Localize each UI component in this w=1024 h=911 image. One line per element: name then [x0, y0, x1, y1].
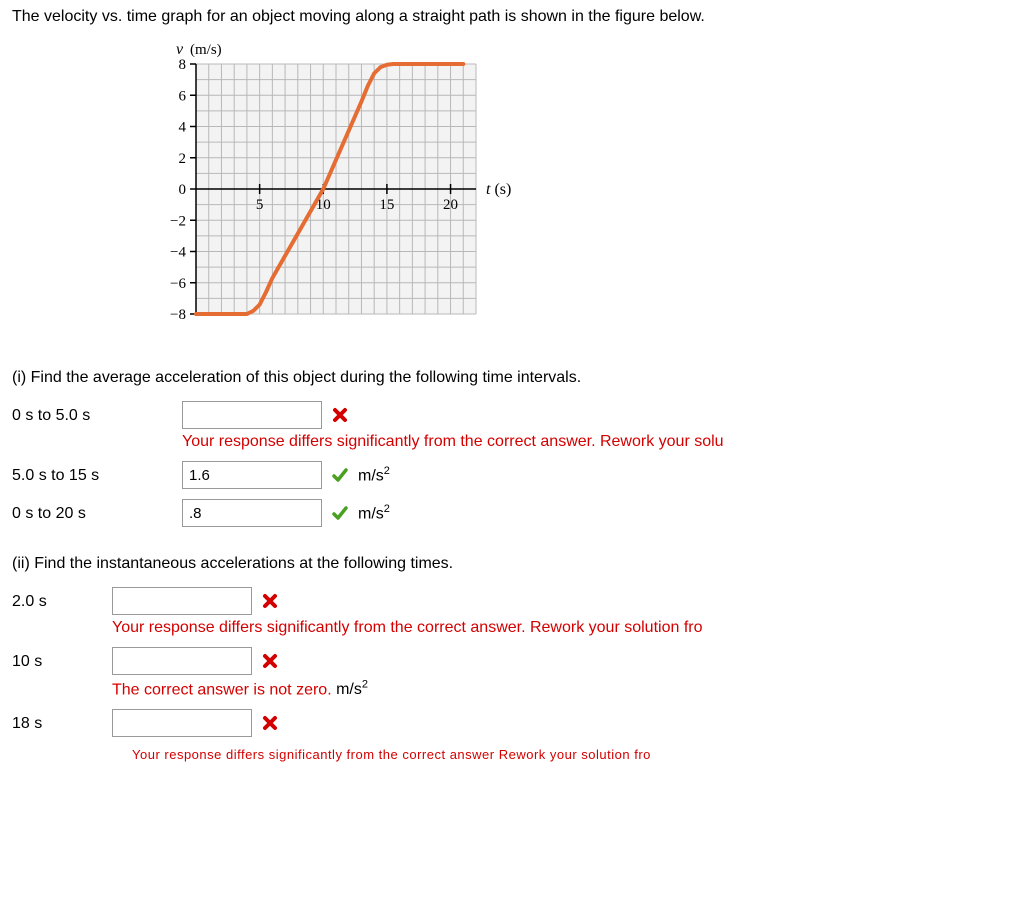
unit-label: m/s2: [358, 465, 390, 485]
svg-text:v: v: [176, 41, 184, 58]
interval-label: 10 s: [12, 647, 112, 671]
interval-label: 0 s to 20 s: [12, 499, 182, 523]
part-ii-prompt: (ii) Find the instantaneous acceleration…: [12, 555, 1012, 573]
answer-row: 0 s to 5.0 s Your response differs signi…: [12, 401, 1012, 451]
svg-text:0: 0: [179, 182, 187, 198]
svg-text:−6: −6: [170, 276, 186, 292]
wrong-icon: [262, 653, 278, 669]
answer-row: 10 s The correct answer is not zero. m/s…: [12, 647, 1012, 699]
correct-icon: [332, 467, 348, 483]
velocity-time-graph: 86420−2−4−6−85101520v (m/s)t (s): [132, 34, 1012, 349]
feedback-text: Your response differs significantly from…: [182, 433, 1012, 451]
svg-text:2: 2: [179, 151, 187, 167]
interval-label: 18 s: [12, 709, 112, 733]
answer-input[interactable]: [182, 499, 322, 527]
wrong-icon: [262, 593, 278, 609]
svg-text:−8: −8: [170, 307, 186, 323]
answer-row: 0 s to 20 s m/s2: [12, 499, 1012, 527]
answer-input[interactable]: [182, 461, 322, 489]
svg-text:20: 20: [443, 197, 458, 213]
svg-text:6: 6: [179, 88, 187, 104]
interval-label: 2.0 s: [12, 587, 112, 611]
wrong-icon: [332, 407, 348, 423]
feedback-text: Your response differs significantly from…: [112, 619, 1012, 637]
interval-label: 0 s to 5.0 s: [12, 401, 182, 425]
svg-text:15: 15: [379, 197, 394, 213]
interval-label: 5.0 s to 15 s: [12, 461, 182, 485]
svg-text:4: 4: [179, 120, 187, 136]
unit-label: m/s2: [358, 503, 390, 523]
answer-row: 2.0 s Your response differs significantl…: [12, 587, 1012, 637]
answer-input[interactable]: [112, 647, 252, 675]
svg-text:8: 8: [179, 57, 187, 73]
correct-icon: [332, 505, 348, 521]
wrong-icon: [262, 715, 278, 731]
svg-text:(m/s): (m/s): [190, 42, 222, 58]
feedback-text: The correct answer is not zero. m/s2: [112, 679, 1012, 699]
svg-text:5: 5: [256, 197, 263, 213]
svg-text:t (s): t (s): [486, 181, 511, 198]
answer-row: 5.0 s to 15 s m/s2: [12, 461, 1012, 489]
answer-input[interactable]: [112, 587, 252, 615]
cutoff-feedback: Your response differs significantly from…: [132, 747, 1012, 762]
answer-input[interactable]: [112, 709, 252, 737]
part-i-prompt: (i) Find the average acceleration of thi…: [12, 369, 1012, 387]
answer-row: 18 s: [12, 709, 1012, 737]
svg-text:−2: −2: [170, 213, 186, 229]
intro-text: The velocity vs. time graph for an objec…: [12, 8, 1012, 26]
answer-input[interactable]: [182, 401, 322, 429]
svg-text:−4: −4: [170, 245, 186, 261]
